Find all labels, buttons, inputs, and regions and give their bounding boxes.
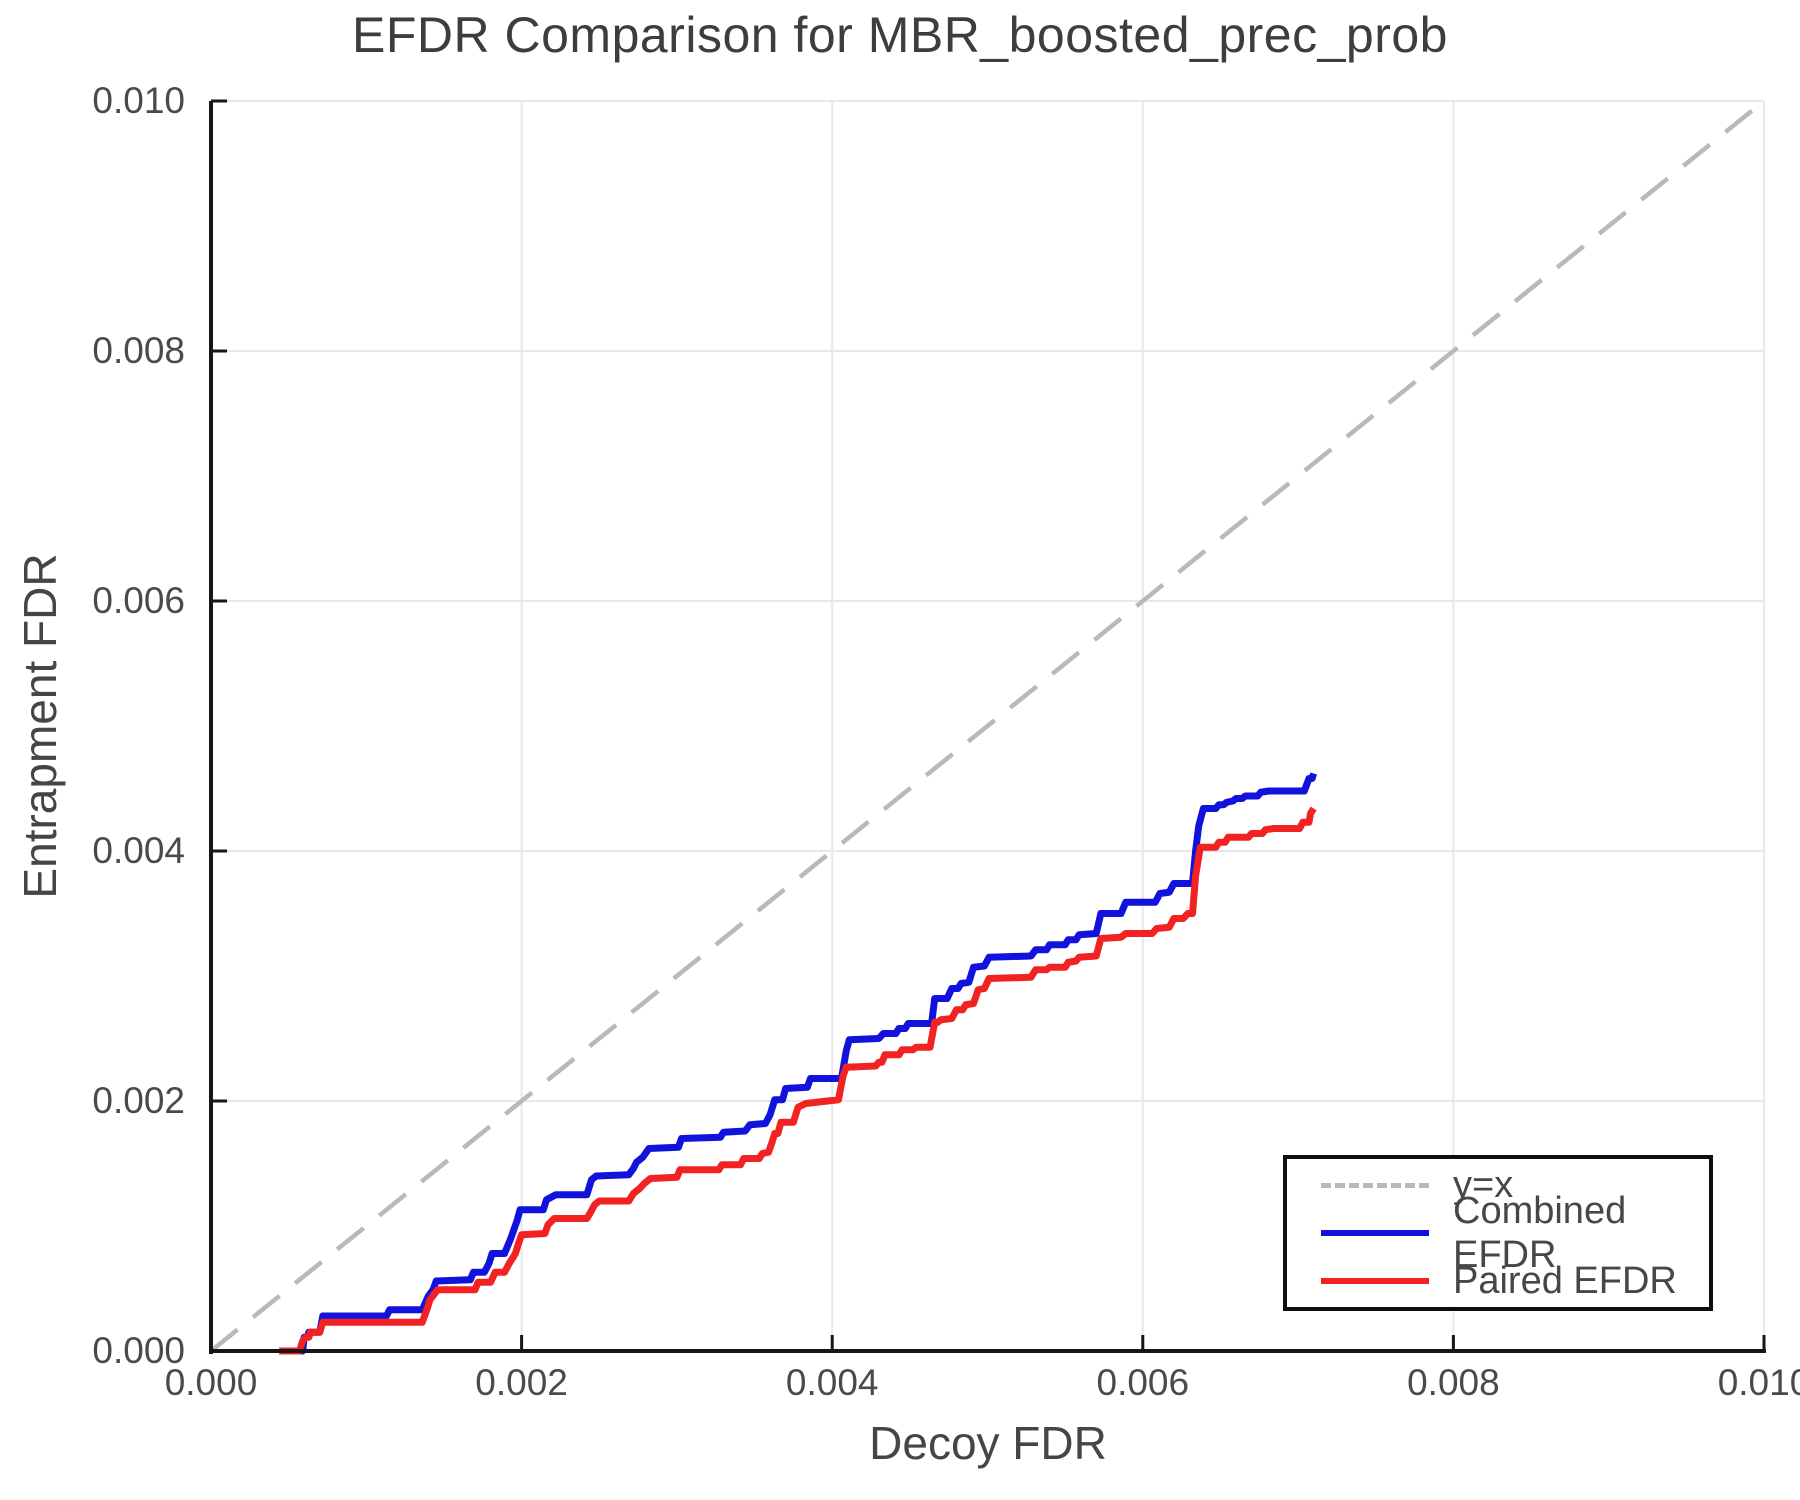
series-line-paired-efdr [279,806,1317,1355]
x-tick-label: 0.004 [785,1362,879,1403]
y-tick-label: 0.004 [92,830,185,871]
y-tick-label: 0.008 [92,330,185,371]
red-line-swatch [1321,1278,1429,1284]
y-tick-label: 0.000 [92,1330,185,1371]
legend-label-identity: y=x [1453,1164,1514,1206]
series-line-combined-efdr [279,772,1317,1355]
x-tick-label: 0.006 [1096,1362,1190,1403]
y-tick-label: 0.010 [92,80,185,121]
chart-title: EFDR Comparison for MBR_boosted_prec_pro… [352,7,1448,63]
legend-entry-paired: Paired EFDR [1321,1259,1709,1303]
series-line-y-x [209,99,1766,1353]
legend-entry-identity: y=x [1321,1163,1709,1207]
x-tick-label: 0.008 [1407,1362,1500,1403]
x-axis-title: Decoy FDR [869,1417,1107,1469]
legend-label-paired: Paired EFDR [1453,1260,1677,1302]
blue-line-swatch [1321,1230,1429,1236]
y-tick-label: 0.002 [92,1080,185,1121]
dashed-line-swatch [1321,1182,1429,1188]
x-tick-label: 0.000 [164,1362,258,1403]
y-tick-label: 0.006 [92,580,185,621]
x-tick-label: 0.002 [475,1362,568,1403]
legend: y=x Combined EFDR Paired EFDR [1283,1155,1713,1311]
legend-label-combined: Combined EFDR [1453,1190,1627,1276]
legend-entry-combined: Combined EFDR [1321,1190,1709,1276]
x-tick-label: 0.010 [1717,1362,1800,1403]
